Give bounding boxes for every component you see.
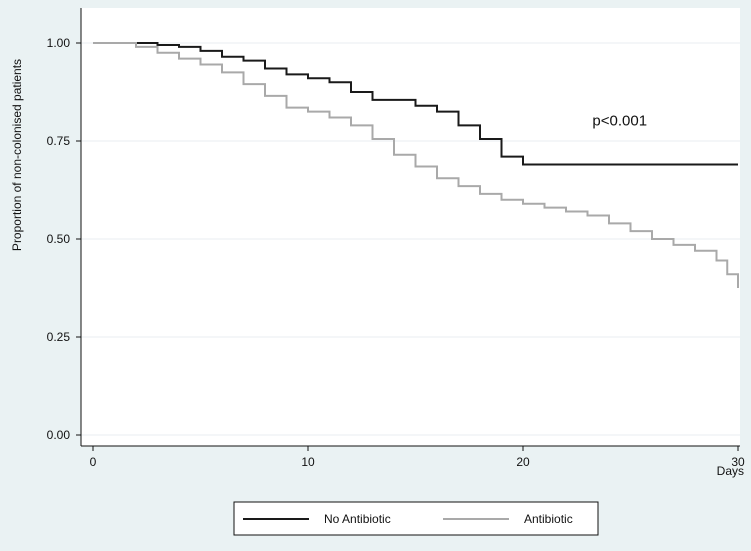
- grid: [81, 42, 740, 436]
- x-tick-label: 30: [731, 455, 745, 469]
- x-tick-label: 20: [516, 455, 530, 469]
- legend: No Antibiotic Antibiotic: [233, 501, 599, 536]
- y-axis-label: Proportion of non-colonised patients: [10, 59, 24, 251]
- series-line-antibiotic: [93, 42, 739, 288]
- series-group: [93, 42, 739, 288]
- y-tick-label: 0.00: [47, 428, 71, 442]
- y-tick-label: 0.25: [47, 330, 71, 344]
- p-value-annotation: p<0.001: [592, 112, 647, 129]
- legend-label-antibiotic: Antibiotic: [524, 512, 573, 526]
- tick-group: 0.00 0.25 0.50 0.75 1.00 0 10 20 30: [47, 36, 745, 469]
- series-line-no-antibiotic: [93, 42, 738, 166]
- legend-label-no-antibiotic: No Antibiotic: [324, 512, 391, 526]
- y-tick-label: 1.00: [47, 36, 71, 50]
- y-tick-label: 0.75: [47, 134, 71, 148]
- y-tick-label: 0.50: [47, 232, 71, 246]
- plot-area: [81, 8, 740, 446]
- x-tick-label: 10: [301, 455, 315, 469]
- axes: [80, 8, 740, 447]
- x-axis-label: Days: [717, 464, 744, 478]
- x-tick-label: 0: [90, 455, 97, 469]
